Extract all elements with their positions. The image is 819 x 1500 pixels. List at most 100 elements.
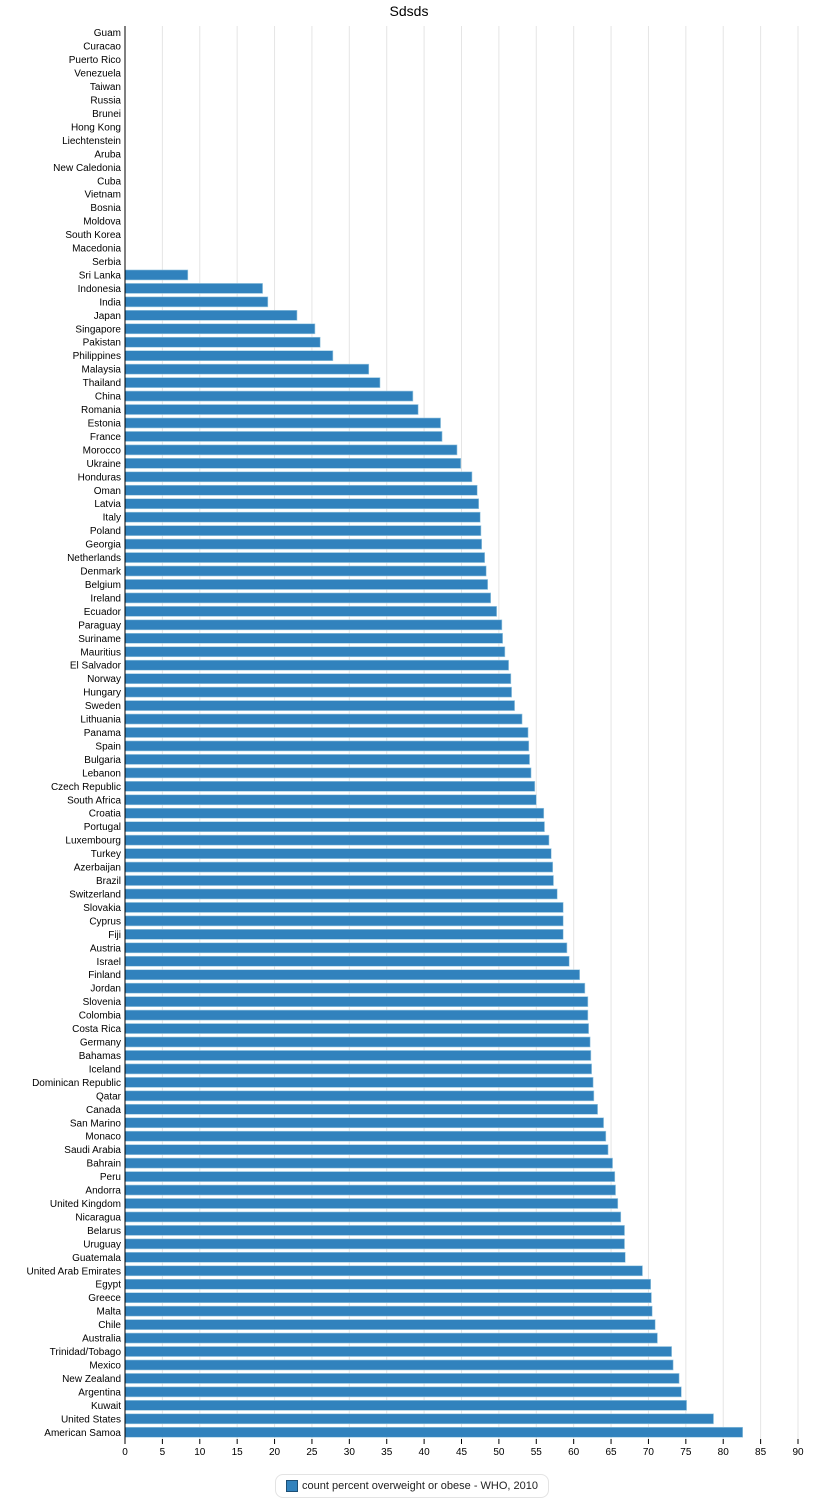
bar[interactable]	[124, 1332, 658, 1344]
bar[interactable]	[124, 592, 491, 604]
bar[interactable]	[124, 659, 509, 671]
bar[interactable]	[124, 1157, 613, 1169]
y-tick-label: Slovenia	[83, 997, 122, 1008]
bar[interactable]	[124, 982, 586, 994]
bar[interactable]	[124, 727, 529, 738]
bar[interactable]	[124, 888, 558, 900]
bar[interactable]	[124, 1171, 616, 1182]
bar[interactable]	[124, 632, 503, 644]
bar[interactable]	[124, 713, 523, 725]
bar[interactable]	[124, 1426, 743, 1438]
bar[interactable]	[124, 1198, 619, 1209]
bar[interactable]	[124, 417, 441, 429]
bar[interactable]	[124, 458, 462, 469]
bar[interactable]	[124, 484, 478, 496]
bar[interactable]	[124, 1144, 609, 1155]
bar[interactable]	[124, 1009, 589, 1021]
bar[interactable]	[124, 471, 473, 483]
bar[interactable]	[124, 1104, 598, 1115]
bar[interactable]	[124, 767, 532, 779]
bar[interactable]	[124, 1373, 680, 1384]
bar[interactable]	[124, 1252, 626, 1263]
bar[interactable]	[124, 606, 497, 617]
bar[interactable]	[124, 1211, 622, 1223]
bar[interactable]	[124, 498, 479, 510]
bar[interactable]	[124, 269, 189, 281]
bar[interactable]	[124, 1400, 687, 1411]
bar[interactable]	[124, 283, 263, 294]
y-tick-label: Greece	[88, 1293, 121, 1304]
bar[interactable]	[124, 323, 316, 335]
bar[interactable]	[124, 1278, 651, 1290]
bar[interactable]	[124, 310, 298, 321]
bar[interactable]	[124, 538, 482, 550]
bar[interactable]	[124, 1386, 682, 1398]
y-tick-label: Hong Kong	[71, 122, 121, 133]
bar[interactable]	[124, 1359, 674, 1371]
bar[interactable]	[124, 579, 488, 590]
bar[interactable]	[124, 875, 554, 886]
bar[interactable]	[124, 1050, 592, 1061]
bar[interactable]	[124, 431, 443, 442]
bar[interactable]	[124, 565, 487, 577]
bar[interactable]	[124, 511, 481, 523]
bar[interactable]	[124, 1238, 625, 1250]
bar[interactable]	[124, 296, 269, 308]
bar[interactable]	[124, 996, 589, 1007]
bar[interactable]	[124, 390, 414, 402]
bar[interactable]	[124, 646, 506, 658]
y-tick-label: Jordan	[90, 984, 121, 995]
bar[interactable]	[124, 740, 530, 752]
bar[interactable]	[124, 955, 570, 967]
bar[interactable]	[124, 902, 564, 913]
bar[interactable]	[124, 1305, 653, 1317]
bar[interactable]	[124, 336, 321, 348]
bar[interactable]	[124, 1090, 595, 1102]
bar[interactable]	[124, 807, 545, 819]
bar[interactable]	[124, 781, 536, 792]
bar[interactable]	[124, 1117, 604, 1129]
x-tick-label: 80	[718, 1447, 730, 1458]
bar[interactable]	[124, 915, 564, 927]
bar[interactable]	[124, 619, 503, 631]
y-tick-label: Vietnam	[84, 190, 121, 201]
x-tick-label: 0	[122, 1447, 128, 1458]
bar[interactable]	[124, 1292, 652, 1303]
bar[interactable]	[124, 1346, 672, 1357]
bar[interactable]	[124, 377, 381, 388]
bar[interactable]	[124, 942, 568, 954]
y-tick-label: Colombia	[79, 1011, 122, 1022]
bar[interactable]	[124, 848, 552, 859]
bar[interactable]	[124, 821, 545, 833]
bar[interactable]	[124, 1225, 625, 1236]
bar[interactable]	[124, 929, 564, 940]
bar[interactable]	[124, 404, 419, 415]
y-tick-label: India	[99, 297, 121, 308]
bar[interactable]	[124, 754, 530, 765]
legend[interactable]: count percent overweight or obese - WHO,…	[275, 1474, 550, 1498]
bar[interactable]	[124, 1063, 592, 1075]
bar[interactable]	[124, 350, 334, 362]
bar[interactable]	[124, 794, 537, 806]
x-tick-label: 20	[269, 1447, 281, 1458]
bar[interactable]	[124, 363, 370, 375]
bar[interactable]	[124, 1036, 591, 1048]
bar[interactable]	[124, 1265, 643, 1277]
bar[interactable]	[124, 969, 580, 981]
bar[interactable]	[124, 1319, 656, 1330]
bar[interactable]	[124, 1023, 589, 1034]
bar[interactable]	[124, 1077, 594, 1088]
bar[interactable]	[124, 444, 458, 456]
bar[interactable]	[124, 861, 554, 873]
bar[interactable]	[124, 673, 512, 684]
x-tick-label: 90	[792, 1447, 804, 1458]
bar[interactable]	[124, 700, 515, 711]
bar[interactable]	[124, 1184, 616, 1196]
bar[interactable]	[124, 1413, 714, 1425]
bar[interactable]	[124, 1130, 607, 1142]
bar[interactable]	[124, 552, 485, 563]
bar[interactable]	[124, 686, 512, 698]
bar[interactable]	[124, 525, 482, 536]
bar[interactable]	[124, 834, 550, 846]
